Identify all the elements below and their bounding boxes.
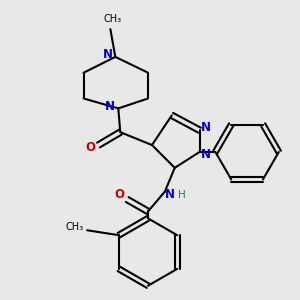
Text: CH₃: CH₃ [65, 222, 83, 232]
Text: N: N [102, 48, 112, 62]
Text: N: N [200, 148, 211, 161]
Text: O: O [85, 140, 96, 154]
Text: N: N [105, 100, 116, 113]
Text: O: O [114, 188, 124, 201]
Text: H: H [178, 190, 186, 200]
Text: N: N [200, 121, 211, 134]
Text: CH₃: CH₃ [103, 14, 122, 24]
Text: N: N [165, 188, 175, 201]
